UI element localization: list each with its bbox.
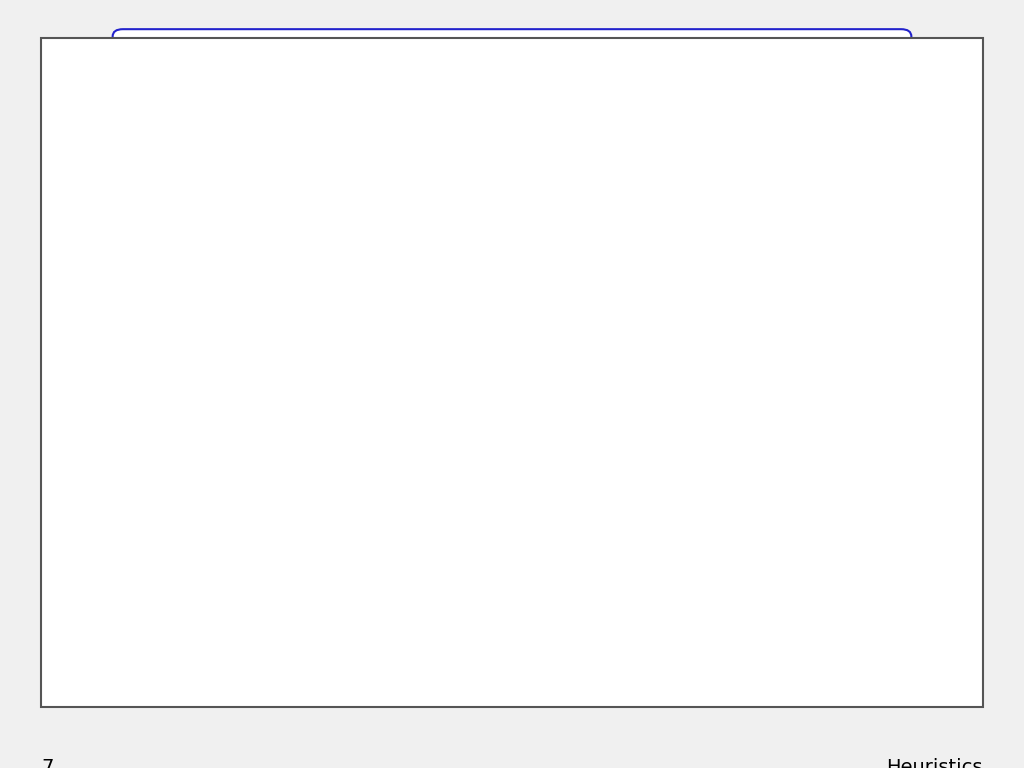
Text: accomplished, and when the catalyst is: accomplished, and when the catalyst is [328,262,740,282]
Text: E: E [870,408,885,432]
Text: B: B [266,452,283,475]
Text: Impure feed: Impure feed [144,585,255,604]
Text: Heuristics: Heuristics [887,758,983,768]
Text: adversely affected by the inert: adversely affected by the inert [328,304,650,324]
Text: ◎: ◎ [250,354,272,378]
Text: A+C → E: A+C → E [588,538,641,551]
Text: A+B → E+F: A+B → E+F [447,461,519,474]
Text: 1: 1 [478,425,488,442]
Text: when a large exothermic: when a large exothermic [563,354,828,374]
FancyBboxPatch shape [564,484,665,536]
Text: A: A [294,378,310,402]
FancyBboxPatch shape [113,29,911,106]
Text: Do not do this: Do not do this [287,354,433,374]
Text: 7: 7 [41,758,53,768]
Text: C, D: C, D [188,617,231,637]
Text: operations, when the separations are easily: operations, when the separations are eas… [328,220,785,240]
FancyBboxPatch shape [433,407,534,459]
Text: Example:: Example: [72,457,187,477]
Text: F: F [889,488,903,511]
Text: When nearly pure products are required,: When nearly pure products are required, [328,135,753,155]
Text: heat of reaction must be removed.: heat of reaction must be removed. [287,396,649,416]
Text: 2: 2 [609,501,620,519]
Text: Heuristic 3:: Heuristic 3: [72,135,216,155]
Text: eliminate inert species before the reaction: eliminate inert species before the react… [328,177,772,197]
Text: ◎: ◎ [281,135,303,159]
Text: Distribution of Chemicals (Cont’d): Distribution of Chemicals (Cont’d) [218,53,806,81]
